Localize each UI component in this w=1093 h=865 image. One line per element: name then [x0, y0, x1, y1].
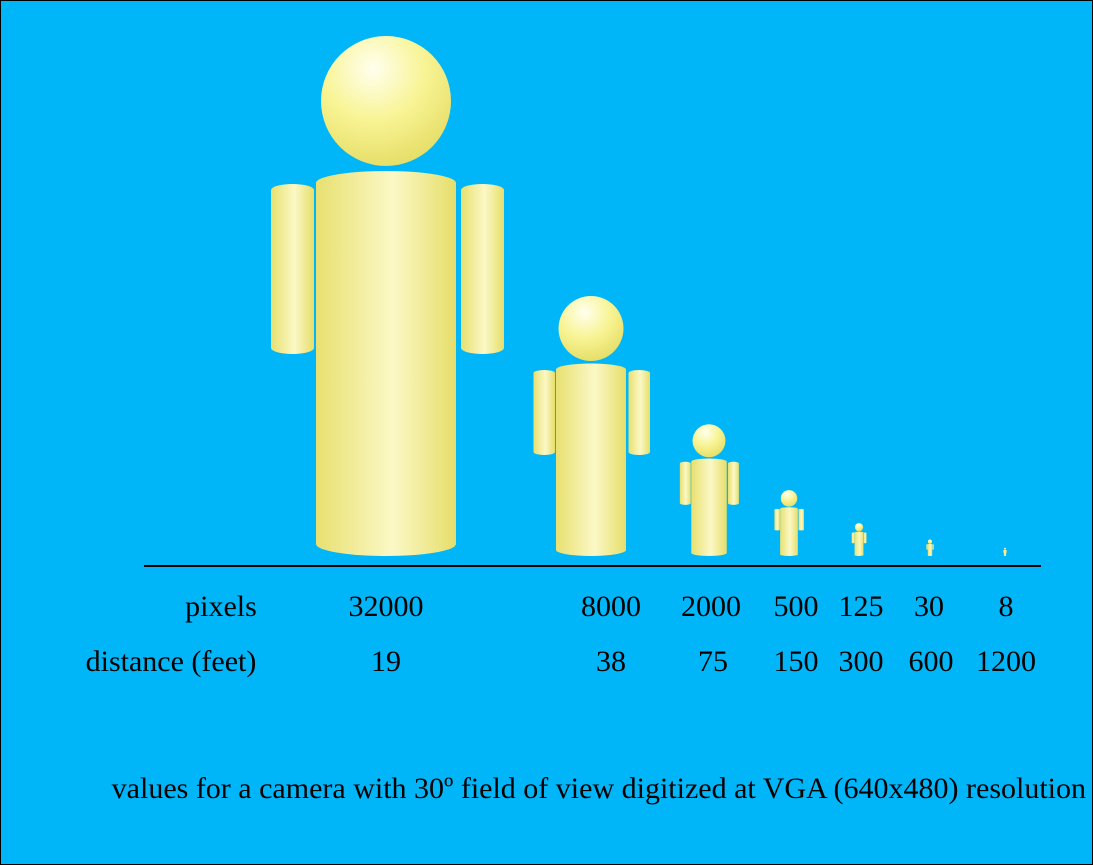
figure-body [780, 507, 798, 556]
figure-head [855, 523, 863, 531]
row-label: pixels [185, 590, 257, 623]
person-figure [926, 540, 933, 556]
figure-arm [1006, 550, 1007, 553]
diagram: pixels 32000 8000 2000 500 125 30 8 distance (fe… [1, 1, 1093, 865]
cell-value: 150 [774, 645, 819, 678]
figure-arm [629, 370, 651, 455]
person-figure [1003, 548, 1007, 556]
person-figure [852, 523, 867, 556]
slide: pixels 32000 8000 2000 500 125 30 8 distance (fe… [0, 0, 1093, 865]
figure-head [1004, 548, 1006, 550]
figure-arm [932, 544, 933, 549]
cell-value: 600 [909, 645, 954, 678]
cell-value: 8000 [581, 590, 641, 623]
cell-value: 300 [839, 645, 884, 678]
cell-value: 125 [839, 590, 884, 623]
figure-body [1004, 550, 1006, 556]
figure-head [928, 540, 932, 544]
figure-body [855, 532, 864, 556]
person-figure [680, 424, 739, 556]
figure-arm [926, 544, 927, 549]
figure-arm [534, 370, 556, 455]
figure-head [321, 36, 451, 166]
figure-body [691, 458, 726, 556]
figure-head [693, 424, 726, 457]
cell-value: 8 [999, 590, 1014, 623]
figure-arm [774, 509, 779, 531]
figure-body [316, 171, 456, 556]
person-figure [271, 36, 504, 556]
cell-value: 500 [774, 590, 819, 623]
figure-arm [799, 509, 804, 531]
cell-value: 1200 [976, 645, 1036, 678]
cell-value: 38 [596, 645, 626, 678]
figure-arm [680, 462, 691, 505]
figure-head [559, 296, 624, 361]
figure-arm [1003, 550, 1004, 553]
cell-value: 75 [698, 645, 728, 678]
figure-arm [864, 532, 867, 543]
person-figure [534, 296, 651, 556]
figure-arm [461, 184, 504, 354]
cell-value: 2000 [681, 590, 741, 623]
cell-value: 19 [371, 645, 401, 678]
person-figure [774, 490, 804, 556]
caption: values for a camera with 30º field of vi… [21, 761, 1086, 817]
figure-arm [852, 532, 855, 543]
cell-value: 30 [914, 590, 944, 623]
figure-body [556, 364, 626, 557]
cell-value: 32000 [349, 590, 424, 623]
figure-arm [271, 184, 314, 354]
figure-arm [728, 462, 739, 505]
row-label: distance (feet) [86, 645, 257, 678]
figure-body [928, 544, 932, 556]
figure-head [781, 490, 797, 506]
